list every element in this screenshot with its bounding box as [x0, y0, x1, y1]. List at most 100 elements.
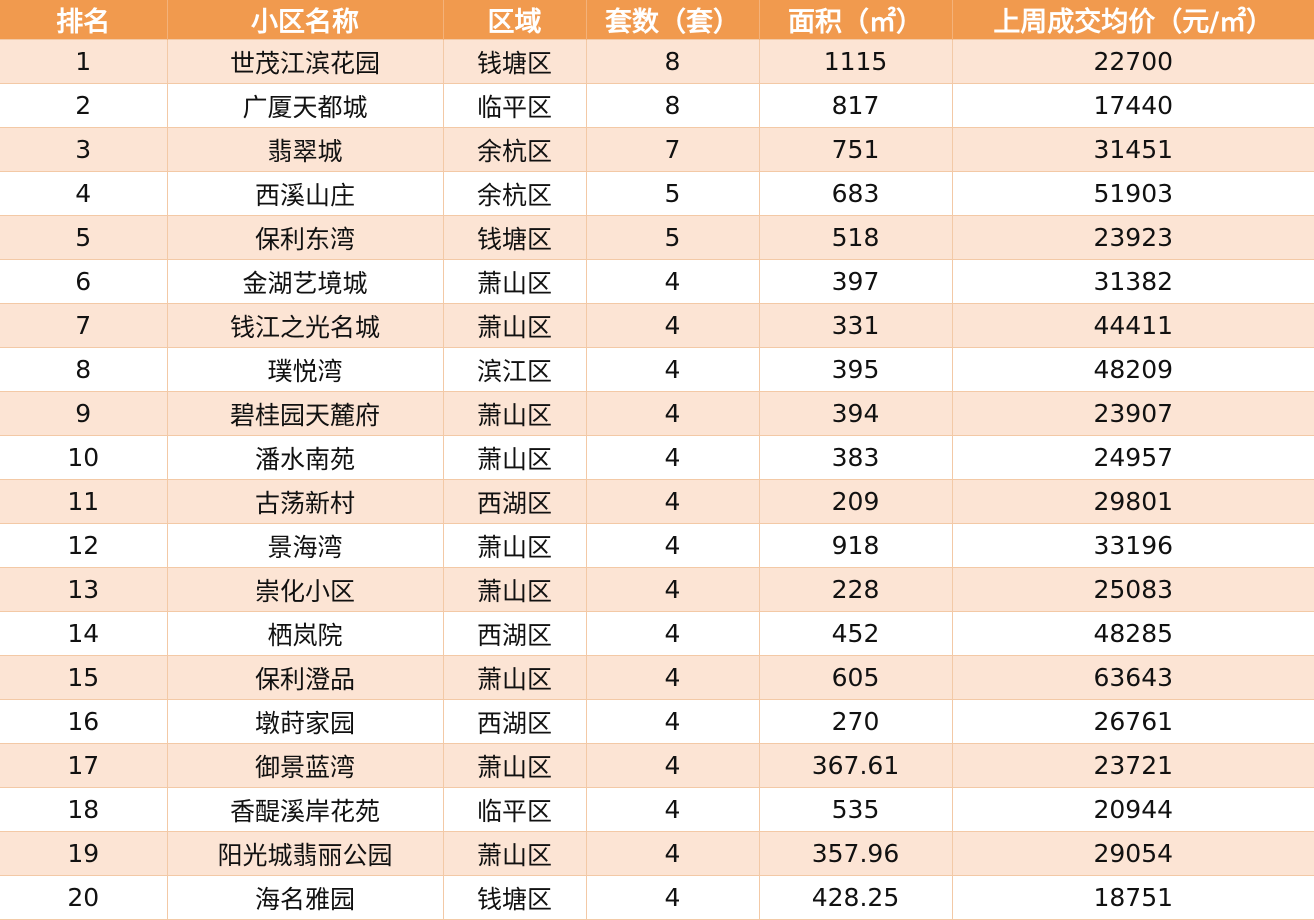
table-row: 1 世茂江滨花园 钱塘区 8 1115 22700	[0, 39, 1314, 84]
avg-price-cell: 63643	[952, 655, 1314, 700]
rank-cell: 14	[0, 611, 168, 656]
table-row: 17 御景蓝湾 萧山区 4 367.61 23721	[0, 743, 1314, 788]
area-cell: 357.96	[759, 831, 953, 876]
header-community-name: 小区名称	[167, 0, 444, 40]
header-avg-price: 上周成交均价（元/㎡）	[952, 0, 1314, 40]
units-cell: 4	[586, 435, 760, 480]
rank-cell: 5	[0, 215, 168, 260]
units-cell: 4	[586, 699, 760, 744]
table-row: 8 璞悦湾 滨江区 4 395 48209	[0, 347, 1314, 392]
district-cell: 萧山区	[443, 831, 587, 876]
avg-price-cell: 23721	[952, 743, 1314, 788]
table-row: 4 西溪山庄 余杭区 5 683 51903	[0, 171, 1314, 216]
community-name-cell: 钱江之光名城	[167, 303, 444, 348]
header-district: 区域	[443, 0, 587, 40]
area-cell: 428.25	[759, 875, 953, 920]
table-row: 13 崇化小区 萧山区 4 228 25083	[0, 567, 1314, 612]
avg-price-cell: 51903	[952, 171, 1314, 216]
community-name-cell: 香醍溪岸花苑	[167, 787, 444, 832]
district-cell: 钱塘区	[443, 215, 587, 260]
district-cell: 萧山区	[443, 523, 587, 568]
community-name-cell: 西溪山庄	[167, 171, 444, 216]
rank-cell: 2	[0, 83, 168, 128]
units-cell: 5	[586, 215, 760, 260]
community-name-cell: 崇化小区	[167, 567, 444, 612]
rank-cell: 19	[0, 831, 168, 876]
rank-cell: 16	[0, 699, 168, 744]
district-cell: 钱塘区	[443, 39, 587, 84]
rank-cell: 17	[0, 743, 168, 788]
avg-price-cell: 29054	[952, 831, 1314, 876]
area-cell: 397	[759, 259, 953, 304]
units-cell: 4	[586, 743, 760, 788]
avg-price-cell: 29801	[952, 479, 1314, 524]
district-cell: 萧山区	[443, 303, 587, 348]
district-cell: 萧山区	[443, 391, 587, 436]
table-row: 12 景海湾 萧山区 4 918 33196	[0, 523, 1314, 568]
table-row: 19 阳光城翡丽公园 萧山区 4 357.96 29054	[0, 831, 1314, 876]
units-cell: 4	[586, 611, 760, 656]
area-cell: 535	[759, 787, 953, 832]
district-cell: 临平区	[443, 83, 587, 128]
rank-cell: 4	[0, 171, 168, 216]
avg-price-cell: 48209	[952, 347, 1314, 392]
avg-price-cell: 44411	[952, 303, 1314, 348]
avg-price-cell: 31451	[952, 127, 1314, 172]
table-row: 9 碧桂园天麓府 萧山区 4 394 23907	[0, 391, 1314, 436]
units-cell: 5	[586, 171, 760, 216]
units-cell: 8	[586, 39, 760, 84]
area-cell: 209	[759, 479, 953, 524]
rank-cell: 18	[0, 787, 168, 832]
table-row: 11 古荡新村 西湖区 4 209 29801	[0, 479, 1314, 524]
community-name-cell: 世茂江滨花园	[167, 39, 444, 84]
area-cell: 683	[759, 171, 953, 216]
district-cell: 西湖区	[443, 479, 587, 524]
avg-price-cell: 48285	[952, 611, 1314, 656]
area-cell: 394	[759, 391, 953, 436]
district-cell: 余杭区	[443, 171, 587, 216]
area-cell: 918	[759, 523, 953, 568]
avg-price-cell: 33196	[952, 523, 1314, 568]
area-cell: 331	[759, 303, 953, 348]
area-cell: 452	[759, 611, 953, 656]
community-name-cell: 海名雅园	[167, 875, 444, 920]
avg-price-cell: 25083	[952, 567, 1314, 612]
community-name-cell: 璞悦湾	[167, 347, 444, 392]
community-name-cell: 潘水南苑	[167, 435, 444, 480]
avg-price-cell: 31382	[952, 259, 1314, 304]
units-cell: 4	[586, 875, 760, 920]
header-area: 面积（㎡）	[759, 0, 953, 40]
avg-price-cell: 23923	[952, 215, 1314, 260]
community-name-cell: 阳光城翡丽公园	[167, 831, 444, 876]
community-name-cell: 碧桂园天麓府	[167, 391, 444, 436]
table-row: 16 墩莳家园 西湖区 4 270 26761	[0, 699, 1314, 744]
rank-cell: 9	[0, 391, 168, 436]
rank-cell: 3	[0, 127, 168, 172]
units-cell: 4	[586, 831, 760, 876]
avg-price-cell: 20944	[952, 787, 1314, 832]
district-cell: 临平区	[443, 787, 587, 832]
district-cell: 萧山区	[443, 259, 587, 304]
district-cell: 余杭区	[443, 127, 587, 172]
area-cell: 605	[759, 655, 953, 700]
rank-cell: 7	[0, 303, 168, 348]
avg-price-cell: 17440	[952, 83, 1314, 128]
units-cell: 7	[586, 127, 760, 172]
units-cell: 4	[586, 479, 760, 524]
units-cell: 4	[586, 787, 760, 832]
district-cell: 西湖区	[443, 699, 587, 744]
community-name-cell: 保利东湾	[167, 215, 444, 260]
table-row: 6 金湖艺境城 萧山区 4 397 31382	[0, 259, 1314, 304]
area-cell: 270	[759, 699, 953, 744]
units-cell: 4	[586, 259, 760, 304]
units-cell: 4	[586, 567, 760, 612]
area-cell: 228	[759, 567, 953, 612]
header-units: 套数（套）	[586, 0, 760, 40]
area-cell: 367.61	[759, 743, 953, 788]
community-name-cell: 广厦天都城	[167, 83, 444, 128]
rank-cell: 15	[0, 655, 168, 700]
header-row: 排名 小区名称 区域 套数（套） 面积（㎡） 上周成交均价（元/㎡）	[0, 0, 1314, 40]
table-row: 15 保利澄品 萧山区 4 605 63643	[0, 655, 1314, 700]
table-row: 18 香醍溪岸花苑 临平区 4 535 20944	[0, 787, 1314, 832]
